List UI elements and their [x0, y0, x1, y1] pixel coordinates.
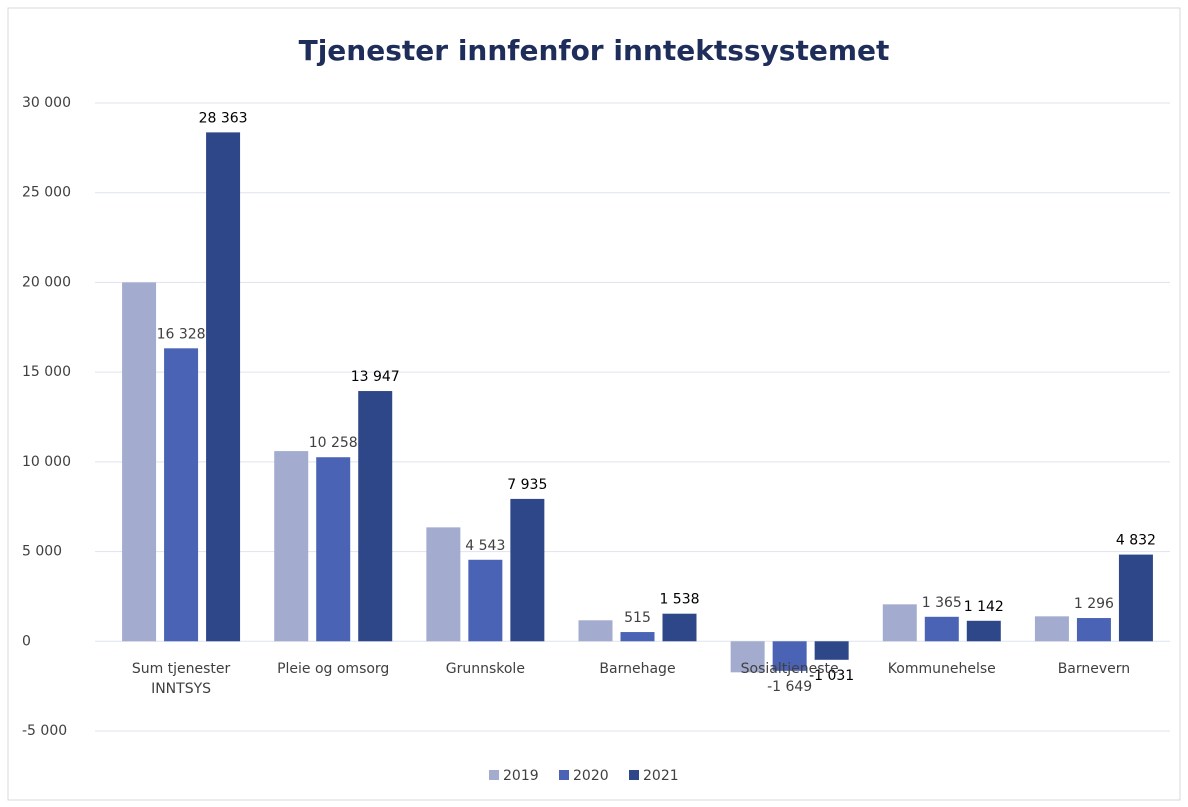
- data-label: 4 543: [465, 538, 505, 554]
- data-label: 13 947: [351, 369, 400, 385]
- y-tick-label: 30 000: [22, 95, 71, 111]
- y-tick-label: 15 000: [22, 364, 71, 380]
- y-tick-label: -5 000: [22, 723, 67, 739]
- data-label: 28 363: [199, 110, 248, 126]
- bar: [122, 282, 157, 642]
- bar: [882, 604, 917, 642]
- bar: [510, 498, 545, 642]
- data-label: -1 031: [809, 668, 854, 684]
- bar: [164, 348, 199, 642]
- data-label: 1 296: [1074, 596, 1114, 612]
- data-label: 1 142: [964, 599, 1004, 615]
- y-tick-label: 25 000: [22, 185, 71, 201]
- bar: [814, 641, 849, 660]
- bar: [426, 527, 461, 642]
- data-label: 1 365: [922, 595, 962, 611]
- data-label: 10 258: [309, 435, 358, 451]
- x-tick-label: Grunnskole: [445, 661, 525, 678]
- x-tick-label: Sum tjenester INNTSYS: [131, 661, 231, 698]
- x-tick-label: Barnevern: [1057, 661, 1131, 678]
- y-tick-label: 20 000: [22, 274, 71, 290]
- data-label: 7 935: [507, 477, 547, 493]
- bar: [578, 620, 613, 642]
- data-label: 4 832: [1116, 533, 1156, 549]
- legend-label: 2020: [573, 768, 609, 784]
- bar: [206, 132, 241, 642]
- bar: [966, 620, 1001, 642]
- y-tick-label: 10 000: [22, 454, 71, 470]
- bar: [468, 559, 503, 642]
- legend-label: 2019: [503, 768, 539, 784]
- x-tick-label: Kommunehelse: [887, 661, 996, 678]
- bar: [662, 613, 697, 642]
- legend-swatch: [489, 770, 499, 780]
- chart-frame: [7, 7, 1181, 801]
- data-label: 16 328: [157, 326, 206, 342]
- bar: [730, 641, 765, 673]
- data-label: 1 538: [659, 592, 699, 608]
- bar: [1076, 618, 1111, 642]
- bar: [772, 641, 807, 671]
- data-label: -1 649: [767, 679, 812, 695]
- legend-swatch: [559, 770, 569, 780]
- chart-title: Tjenester innfenfor inntektssystemet: [299, 34, 890, 67]
- bar: [316, 457, 351, 642]
- data-label: 515: [624, 610, 651, 626]
- legend-swatch: [629, 770, 639, 780]
- y-tick-label: 0: [22, 633, 31, 649]
- legend-label: 2021: [643, 768, 679, 784]
- bar: [1034, 616, 1069, 642]
- bar: [620, 632, 655, 642]
- y-tick-label: 5 000: [22, 544, 62, 560]
- bar: [924, 616, 959, 642]
- bar: [1118, 554, 1153, 642]
- x-tick-label: Pleie og omsorg: [277, 661, 390, 678]
- x-tick-label: Barnehage: [599, 661, 676, 678]
- bar: [274, 451, 309, 642]
- x-tick-label: Sosialtjeneste: [740, 661, 839, 678]
- bar: [358, 391, 393, 642]
